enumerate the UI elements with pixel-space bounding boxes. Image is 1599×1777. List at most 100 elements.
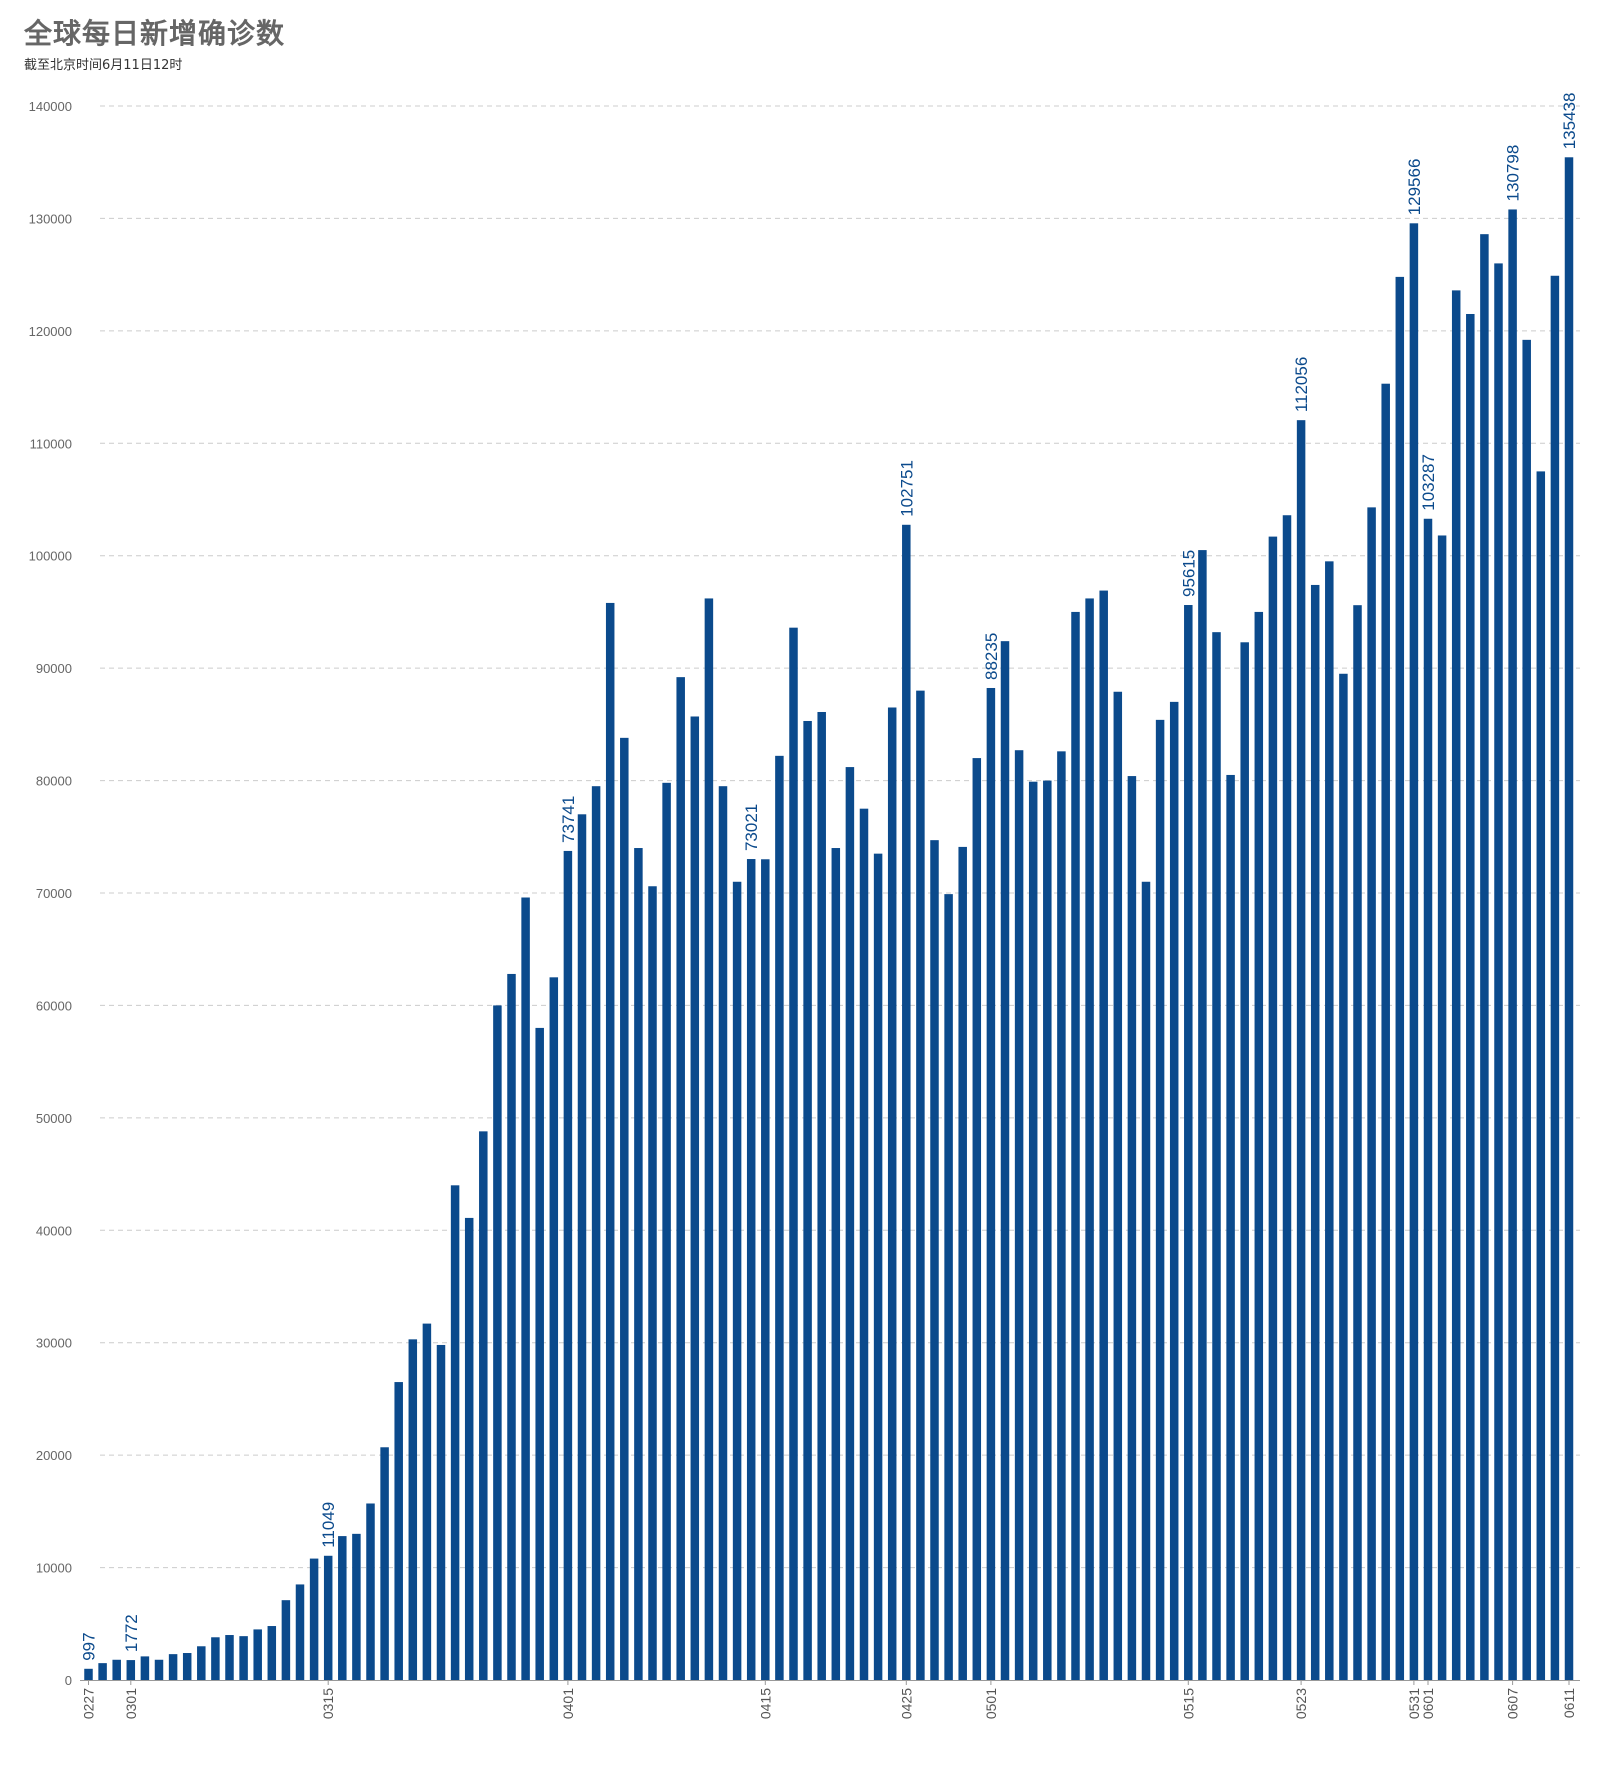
bar (1226, 774, 1235, 1680)
data-label: 88235 (982, 633, 1001, 680)
bar (267, 1626, 277, 1680)
bar (281, 1600, 291, 1680)
bar (930, 840, 939, 1680)
bar (1184, 605, 1193, 1681)
bar (323, 1555, 333, 1680)
y-axis-ticks: 0 10000 20000 30000 40000 50000 60000 70000 8000… (29, 99, 72, 1688)
y-tick-label: 20000 (36, 1448, 72, 1463)
bar (902, 524, 911, 1680)
data-labels: 997 1772 11049 73741 73021 102751 88235 95615 11… (80, 93, 1580, 1661)
bar (535, 1027, 544, 1680)
bar (916, 690, 925, 1680)
bar (126, 1660, 136, 1680)
bar (972, 758, 982, 1680)
bar (1550, 275, 1560, 1681)
bar (380, 1447, 389, 1680)
data-label: 11049 (319, 1502, 338, 1548)
data-label: 103287 (1419, 454, 1438, 511)
bar (1000, 641, 1010, 1681)
bar (197, 1646, 206, 1680)
bar (958, 846, 967, 1680)
bar (873, 853, 883, 1680)
bar (648, 886, 657, 1680)
bar (817, 711, 826, 1680)
bar (1071, 611, 1080, 1680)
bar (1339, 673, 1348, 1680)
bar (1057, 751, 1066, 1680)
x-axis-ticks: 0227 0301 0315 0401 0415 0425 0501 0515 0523 0531… (81, 1680, 1577, 1719)
data-label: 73021 (742, 804, 761, 851)
bar (563, 850, 573, 1680)
x-tick-label: 0425 (898, 1688, 914, 1719)
bar (1310, 584, 1320, 1680)
data-label: 1772 (122, 1614, 141, 1652)
bar (154, 1659, 164, 1680)
y-tick-label: 40000 (36, 1223, 72, 1238)
bar (676, 677, 685, 1680)
bar (479, 1131, 488, 1680)
bar (1212, 632, 1221, 1680)
x-tick-label: 0611 (1561, 1688, 1577, 1718)
bar (182, 1653, 192, 1680)
bar (1494, 263, 1503, 1680)
bar (1522, 339, 1531, 1680)
x-tick-label: 0501 (983, 1688, 999, 1719)
bar (845, 767, 855, 1680)
y-tick-label: 110000 (30, 436, 72, 451)
bar (1480, 234, 1489, 1680)
bar (1451, 290, 1461, 1681)
bar (1085, 598, 1094, 1680)
y-tick-label: 120000 (29, 324, 72, 339)
y-tick-label: 30000 (36, 1336, 72, 1351)
bar (1028, 781, 1038, 1680)
bar (366, 1503, 375, 1680)
bar (591, 786, 601, 1680)
y-tick-label: 10000 (36, 1561, 72, 1576)
bar (944, 894, 953, 1680)
y-tick-label: 70000 (36, 886, 72, 901)
y-tick-label: 100000 (29, 549, 72, 564)
bar (1466, 313, 1475, 1680)
bar (803, 720, 812, 1680)
bar (1113, 691, 1123, 1680)
bar (1268, 536, 1278, 1680)
bar (225, 1635, 234, 1680)
x-tick-label: 0601 (1420, 1688, 1436, 1719)
x-tick-label: 0401 (560, 1688, 576, 1719)
bar (1353, 605, 1362, 1680)
bar (521, 897, 530, 1680)
bar (450, 1185, 460, 1680)
bar (140, 1656, 150, 1680)
bar (1437, 535, 1447, 1680)
bar (605, 602, 615, 1680)
bar (239, 1636, 248, 1680)
bar (1409, 223, 1419, 1680)
data-label: 95615 (1179, 550, 1198, 597)
bar (1043, 780, 1052, 1680)
bar (408, 1339, 418, 1680)
bar (309, 1558, 319, 1680)
bar (352, 1533, 361, 1680)
bar (775, 755, 784, 1680)
bar (211, 1637, 220, 1680)
x-tick-label: 0531 (1406, 1688, 1422, 1719)
x-tick-label: 0523 (1293, 1688, 1309, 1719)
bar (690, 716, 700, 1680)
x-tick-label: 0315 (320, 1688, 336, 1719)
bar (662, 782, 671, 1680)
data-label: 112056 (1292, 357, 1311, 412)
bar (1169, 701, 1179, 1680)
x-tick-label: 0607 (1505, 1688, 1521, 1719)
data-label: 129566 (1405, 159, 1424, 216)
bar (789, 627, 798, 1680)
bar (761, 859, 770, 1680)
chart-subtitle: 截至北京时间6月11日12时 (24, 58, 183, 73)
x-tick-label: 0415 (757, 1688, 773, 1719)
bar (1198, 550, 1207, 1681)
bar (1381, 383, 1390, 1680)
y-tick-label: 80000 (36, 774, 72, 789)
bar (1254, 611, 1264, 1680)
y-tick-label: 130000 (29, 211, 72, 226)
y-tick-label: 0 (65, 1673, 72, 1688)
